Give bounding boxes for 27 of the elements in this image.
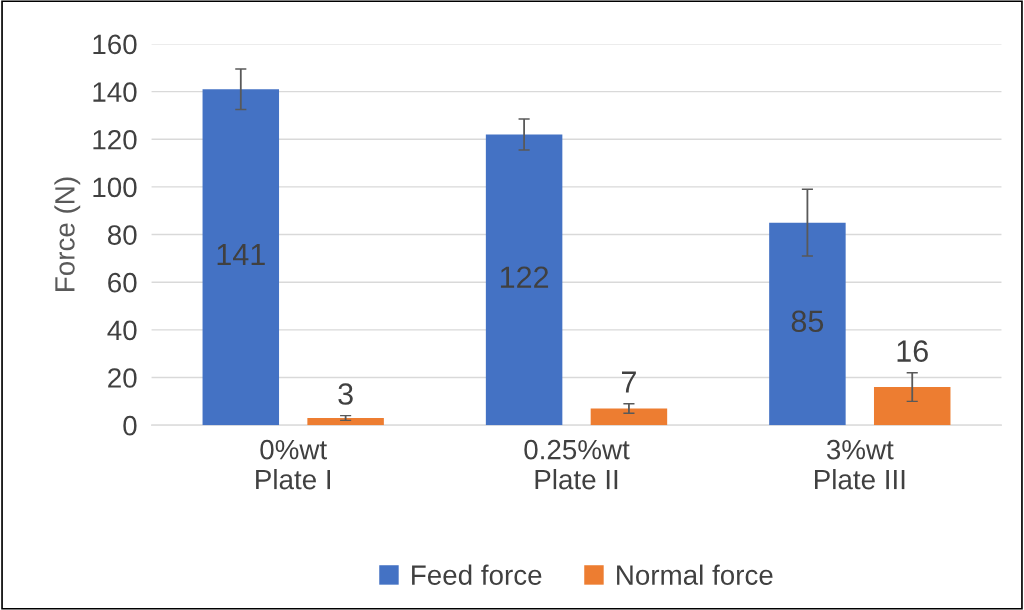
data-label: 16 (897, 340, 928, 362)
x-tick-label: 0.25%wt Plate II (524, 439, 630, 490)
y-tick-label: 40 (107, 320, 137, 341)
legend-label: Normal force (617, 564, 773, 585)
bar (485, 134, 563, 426)
y-tick-label: 0 (123, 415, 137, 436)
x-tick-label: 0%wt Plate I (256, 439, 331, 490)
data-label: 141 (217, 244, 265, 266)
y-tick-label: 20 (108, 368, 137, 388)
y-tick-label: 120 (93, 129, 137, 150)
x-tick-label: 3%wt Plate III (815, 439, 905, 490)
data-label: 3 (338, 383, 353, 405)
bar (769, 222, 846, 426)
y-tick-label: 100 (93, 177, 137, 198)
y-tick-label: 160 (93, 34, 137, 55)
data-label: 7 (621, 371, 636, 393)
bar (590, 408, 668, 426)
y-tick-label: 60 (108, 272, 137, 293)
data-label: 122 (500, 266, 549, 288)
bar (202, 89, 280, 426)
y-tick-label: 80 (107, 225, 137, 245)
bar (873, 387, 951, 426)
bar (307, 418, 384, 426)
legend-label: Feed force (412, 564, 542, 585)
y-axis-title: Force (N) (54, 177, 81, 291)
y-tick-label: 140 (93, 82, 137, 102)
data-label: 85 (791, 310, 824, 333)
